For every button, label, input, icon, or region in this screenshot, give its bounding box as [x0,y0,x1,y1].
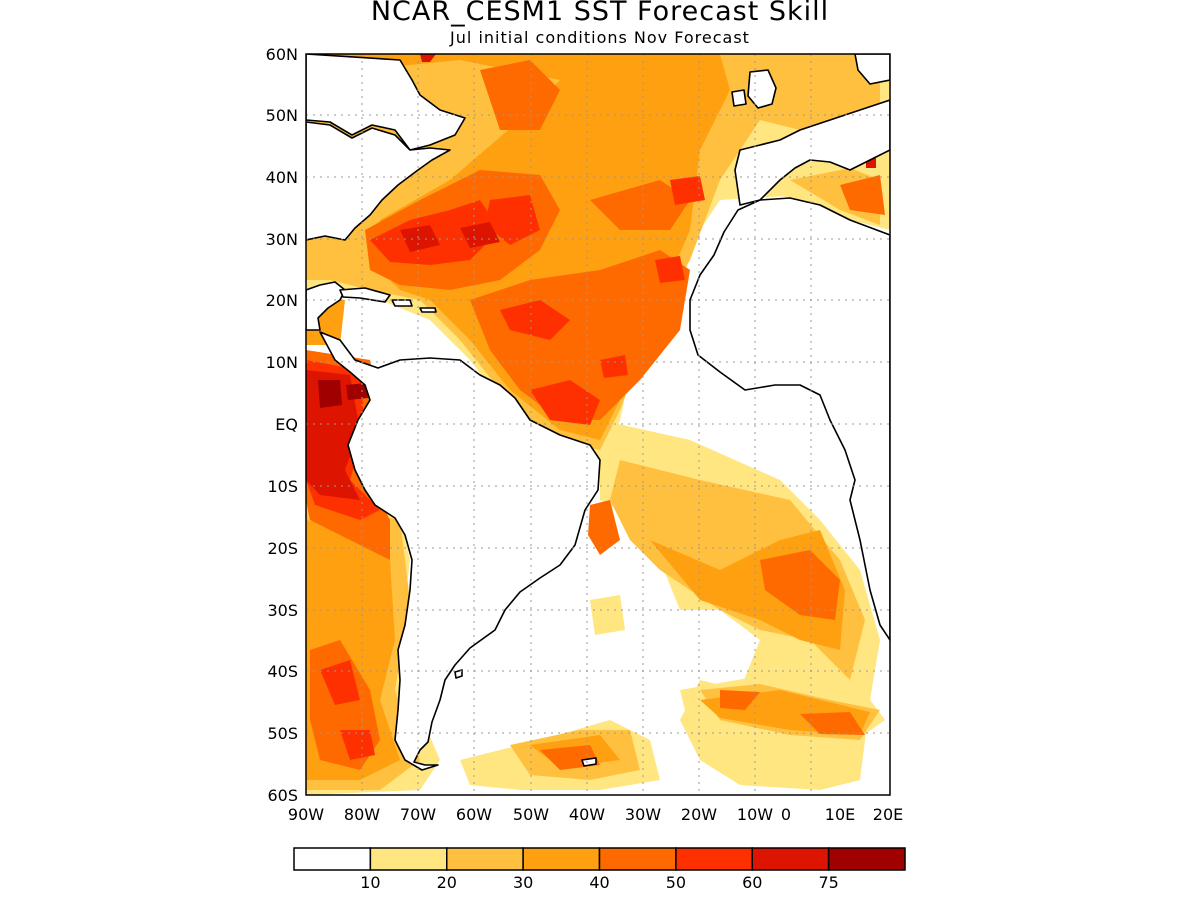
colorbar-label: 60 [742,873,762,892]
lon-label: 10W [737,805,773,824]
map-title: NCAR_CESM1 SST Forecast Skill [370,0,830,27]
colorbar-swatch [522,847,601,871]
lon-label: 10E [825,805,855,824]
lat-label: 40N [266,168,298,187]
lon-label: 50W [513,805,549,824]
colorbar-label: 40 [589,873,609,892]
lat-label: 20N [266,291,298,310]
lon-label: 90W [288,805,324,824]
colorbar-label: 30 [513,873,533,892]
lat-label: 30S [267,601,298,620]
lon-label: 80W [344,805,380,824]
lon-label: 30W [625,805,661,824]
colorbar-label: 75 [818,873,838,892]
map-frame [305,53,891,796]
lat-label: 60N [266,45,298,64]
colorbar-swatch [369,847,448,871]
lat-label: 20S [267,539,298,558]
lon-label: 20E [873,805,903,824]
lat-axis: 60N 50N 40N 30N 20N 10N EQ 10S 20S 30S 4… [266,45,298,805]
colorbar-swatch [751,847,830,871]
lat-label: 30N [266,230,298,249]
lat-label: 60S [267,786,298,805]
colorbar: 10 20 30 40 50 60 75 [293,847,906,892]
colorbar-swatch [675,847,753,871]
colorbar-swatch [598,847,677,871]
map-subtitle: Jul initial conditions Nov Forecast [450,28,750,47]
colorbar-label: 10 [360,873,380,892]
colorbar-label: 50 [666,873,686,892]
colorbar-swatch [293,847,372,871]
lat-label: 50S [267,724,298,743]
lon-axis: 90W 80W 70W 60W 50W 40W 30W 20W 10W 0 10… [288,805,903,824]
lon-label: 60W [456,805,492,824]
lon-label: 0 [781,805,791,824]
lat-label: 40S [267,662,298,681]
lat-label: 10S [267,477,298,496]
lon-label: 70W [400,805,436,824]
lon-label: 40W [569,805,605,824]
colorbar-label: 20 [437,873,457,892]
land-masses [306,54,890,771]
colorbar-swatch [446,847,524,871]
lat-label: 50N [266,106,298,125]
colorbar-swatch [827,847,906,871]
lat-label: EQ [275,415,298,434]
lon-label: 20W [681,805,717,824]
graticule [306,54,890,795]
lat-label: 10N [266,353,298,372]
